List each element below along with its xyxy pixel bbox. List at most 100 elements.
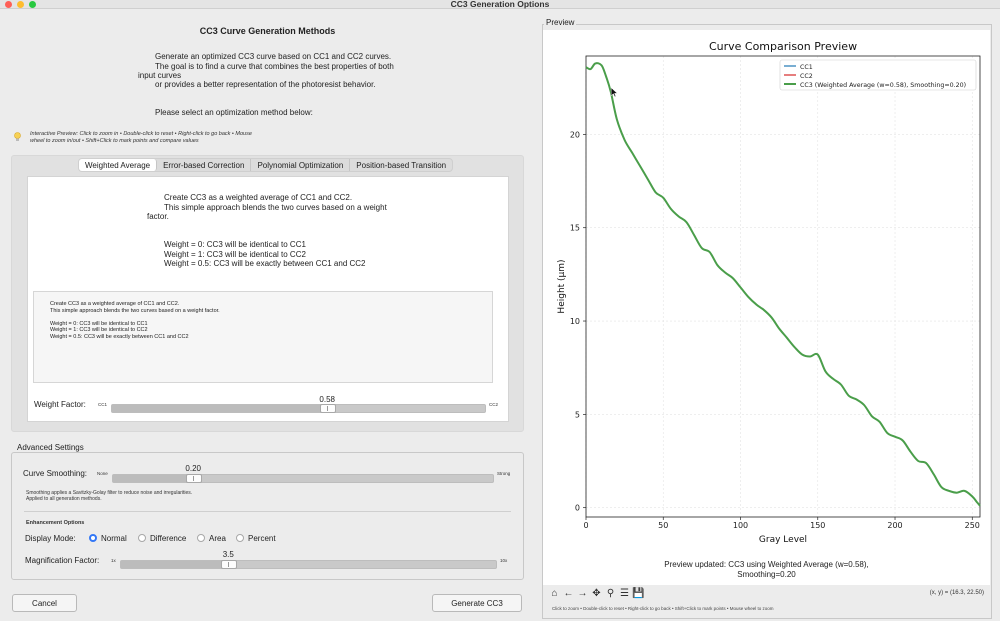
forward-arrow-icon[interactable]: →: [577, 588, 588, 599]
smoothing-value-label: 0.20: [185, 464, 201, 473]
smoothing-min-label: None: [97, 471, 108, 476]
tab-position-based-transition[interactable]: Position-based Transition: [356, 161, 447, 170]
legend-entry: CC1: [800, 64, 813, 71]
generate-cc3-button[interactable]: Generate CC3: [432, 594, 522, 612]
back-arrow-icon[interactable]: ←: [563, 588, 574, 599]
method-desc-line-1: Create CC3 as a weighted average of CC1 …: [164, 193, 353, 202]
pan-icon[interactable]: ✥: [592, 588, 601, 599]
weight-max-label: CC2: [489, 402, 499, 407]
radio-difference[interactable]: [138, 534, 146, 542]
y-tick-label: 0: [575, 504, 580, 513]
advanced-settings-title: Advanced Settings: [15, 443, 86, 452]
chart-title: Curve Comparison Preview: [709, 40, 857, 53]
interactive-preview-hint: Interactive Preview: Click to zoom in • …: [30, 131, 290, 145]
x-tick-label: 0: [583, 521, 588, 530]
smoothing-slider-fill: [113, 475, 195, 482]
weight-slider-handle[interactable]: [320, 404, 337, 413]
zoom-icon[interactable]: ⚲: [606, 588, 615, 599]
smoothing-slider-handle[interactable]: [186, 474, 203, 483]
x-tick-label: 250: [965, 521, 980, 530]
radio-percent-label: Percent: [248, 534, 276, 543]
advanced-separator: [24, 511, 511, 512]
radio-normal-label: Normal: [101, 534, 127, 543]
magnification-max-label: 10x: [500, 558, 508, 563]
magnification-slider[interactable]: [120, 560, 497, 569]
legend-box: [779, 59, 977, 91]
method-tab-bar: Weighted Average Error-based Correction …: [78, 158, 454, 172]
tab-polynomial-optimization[interactable]: Polynomial Optimization: [251, 159, 351, 171]
close-window-button[interactable]: [5, 1, 12, 8]
intro-line-4: or provides a better representation of t…: [155, 80, 376, 89]
tab-error-based-correction[interactable]: Error-based Correction: [157, 159, 252, 171]
y-tick-label: 20: [570, 130, 580, 139]
weight-factor-label: Weight Factor:: [34, 400, 86, 409]
x-tick-label: 200: [887, 521, 902, 530]
legend-entry: CC3 (Weighted Average (w=0.58), Smoothin…: [800, 82, 966, 89]
magnification-min-label: 1x: [111, 558, 116, 563]
weight-slider-fill: [112, 405, 329, 412]
radio-percent[interactable]: [236, 534, 244, 542]
chart-legend: CC1 CC2 CC3 (Weighted Average (w=0.58), Sm…: [779, 59, 977, 91]
plot-toolbar: ⌂ ← → ✥ ⚲ ☰ 💾: [548, 587, 645, 600]
intro-line-2: The goal is to find a curve that combine…: [155, 62, 394, 71]
smoothing-note-line-1: Smoothing applies a Savitzky-Golay filte…: [26, 490, 193, 496]
magnification-slider-handle[interactable]: [221, 560, 238, 569]
figure-background: [543, 30, 990, 585]
magnification-value-label: 3.5: [222, 550, 234, 559]
weight-min-label: CC1: [98, 402, 108, 407]
weight-rule-half: Weight = 0.5: CC3 will be exactly betwee…: [164, 259, 366, 268]
tab-weighted-average[interactable]: Weighted Average: [79, 159, 158, 171]
hint-line-2: wheel to zoom in/out • Shift+Click to ma…: [30, 138, 199, 144]
window-title: CC3 Generation Options: [450, 0, 550, 9]
curve-smoothing-slider[interactable]: [112, 474, 494, 483]
display-mode-label: Display Mode:: [25, 534, 76, 543]
plot-area-frame: [585, 55, 981, 518]
magnification-slider-fill: [121, 561, 230, 568]
magnification-factor-label: Magnification Factor:: [25, 556, 100, 565]
status-line-1: Preview updated: CC3 using Weighted Aver…: [664, 560, 869, 569]
display-mode-percent[interactable]: Percent: [236, 534, 276, 543]
smoothing-max-label: Strong: [497, 471, 511, 476]
home-icon[interactable]: ⌂: [551, 588, 558, 599]
preview-group: [542, 24, 992, 619]
method-description-textbox[interactable]: Create CC3 as a weighted average of CC1 …: [33, 291, 493, 383]
page-title: CC3 Curve Generation Methods: [199, 26, 336, 36]
cancel-button[interactable]: Cancel: [12, 594, 77, 612]
radio-area[interactable]: [197, 534, 205, 542]
method-desc-line-2: This simple approach blends the two curv…: [164, 203, 387, 212]
advanced-settings-group: [11, 452, 524, 580]
display-mode-area[interactable]: Area: [197, 534, 226, 543]
display-mode-difference[interactable]: Difference: [138, 534, 186, 543]
chart-ticks: 0 50 100 150 200 250 0 5 10 15 20: [570, 130, 980, 530]
display-mode-normal[interactable]: Normal: [89, 534, 127, 543]
y-tick-label: 5: [575, 410, 580, 419]
legend-entry: CC2: [800, 73, 813, 80]
lightbulb-icon: [14, 132, 21, 141]
textbox-line-1: Create CC3 as a weighted average of CC1 …: [50, 301, 180, 307]
status-line-2: Smoothing=0.20: [737, 570, 796, 579]
radio-difference-label: Difference: [150, 534, 187, 543]
chart-series: [585, 62, 981, 507]
smoothing-note-line-2: Applied to all generation methods.: [26, 496, 102, 502]
hint-line-1: Interactive Preview: Click to zoom in • …: [30, 131, 252, 137]
save-icon[interactable]: 💾: [632, 588, 645, 599]
x-tick-label: 150: [810, 521, 825, 530]
x-axis-label: Gray Level: [759, 535, 807, 545]
select-method-prompt: Please select an optimization method bel…: [155, 108, 313, 117]
maximize-window-button[interactable]: [29, 1, 36, 8]
preview-group-title: Preview: [544, 18, 577, 27]
cursor-coordinates: (x, y) = (16.3, 22.50): [929, 590, 984, 596]
y-tick-label: 10: [570, 317, 580, 326]
x-tick-label: 50: [658, 521, 668, 530]
x-tick-label: 100: [733, 521, 748, 530]
configure-icon[interactable]: ☰: [620, 588, 629, 599]
radio-normal[interactable]: [89, 534, 97, 542]
method-desc-line-3: factor.: [147, 212, 169, 221]
preview-status: Preview updated: CC3 using Weighted Aver…: [543, 560, 990, 580]
minimize-window-button[interactable]: [17, 1, 24, 8]
weight-factor-slider[interactable]: [111, 404, 486, 413]
curve-comparison-chart[interactable]: 0 50 100 150 200 250 0 5 10 15 20 Curve Comparison…: [543, 30, 990, 585]
weight-value-label: 0.58: [319, 395, 335, 404]
enhancement-options-title: Enhancement Options: [26, 520, 85, 526]
curve-smoothing-label: Curve Smoothing:: [23, 469, 88, 478]
